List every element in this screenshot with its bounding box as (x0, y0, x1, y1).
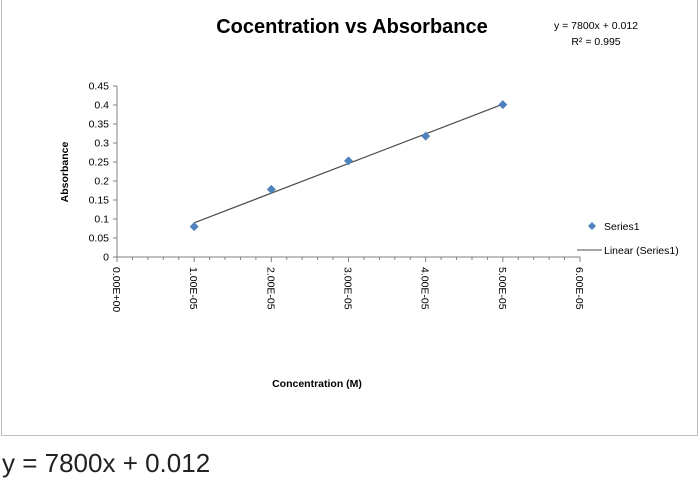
y-tick-label: 0.35 (89, 119, 110, 131)
y-tick-label: 0.4 (94, 100, 109, 112)
legend-marker-series1 (588, 222, 596, 230)
y-tick-label: 0.3 (94, 138, 109, 150)
x-tick-label: 6.00E-05 (573, 267, 585, 310)
data-point (344, 156, 353, 166)
x-tick-label: 1.00E-05 (187, 267, 199, 310)
chart-svg: Cocentration vs Absorbance y = 7800x + 0… (59, 16, 679, 390)
x-tick-label: 3.00E-05 (342, 267, 354, 310)
equation-caption: y = 7800x + 0.012 (2, 448, 211, 478)
x-tick-label: 4.00E-05 (419, 267, 431, 310)
r-squared-label: R² = 0.995 (571, 36, 620, 48)
legend-label-series1: Series1 (604, 221, 640, 233)
chart-title: Cocentration vs Absorbance (216, 16, 488, 38)
y-tick-label: 0.2 (94, 176, 109, 188)
y-tick-label: 0.05 (89, 233, 110, 245)
y-tick-label: 0.45 (89, 81, 110, 93)
x-tick-label: 2.00E-05 (264, 267, 276, 310)
plot-area: 0 0.05 0.1 0.15 0.2 0.25 0.3 0.35 0.4 0.45 0.00E+0… (89, 81, 585, 313)
legend: Series1 Linear (Series1) (577, 221, 679, 257)
y-tick-label: 0.25 (89, 157, 110, 169)
y-axis-title: Absorbance (59, 142, 71, 203)
chart-area: Cocentration vs Absorbance y = 7800x + 0… (1, 0, 698, 436)
trendline-equation: y = 7800x + 0.012 (554, 20, 638, 32)
y-tick-label: 0.1 (94, 214, 109, 226)
legend-label-trendline: Linear (Series1) (604, 245, 679, 257)
data-point (189, 222, 199, 232)
x-tick-label: 0.00E+00 (110, 267, 122, 312)
y-tick-label: 0 (103, 252, 109, 264)
y-tick-label: 0.15 (89, 195, 110, 207)
data-point (266, 184, 276, 194)
x-axis-title: Concentration (M) (272, 378, 362, 390)
x-tick-label: 5.00E-05 (496, 267, 508, 310)
data-point (421, 131, 431, 141)
data-point (498, 100, 508, 110)
